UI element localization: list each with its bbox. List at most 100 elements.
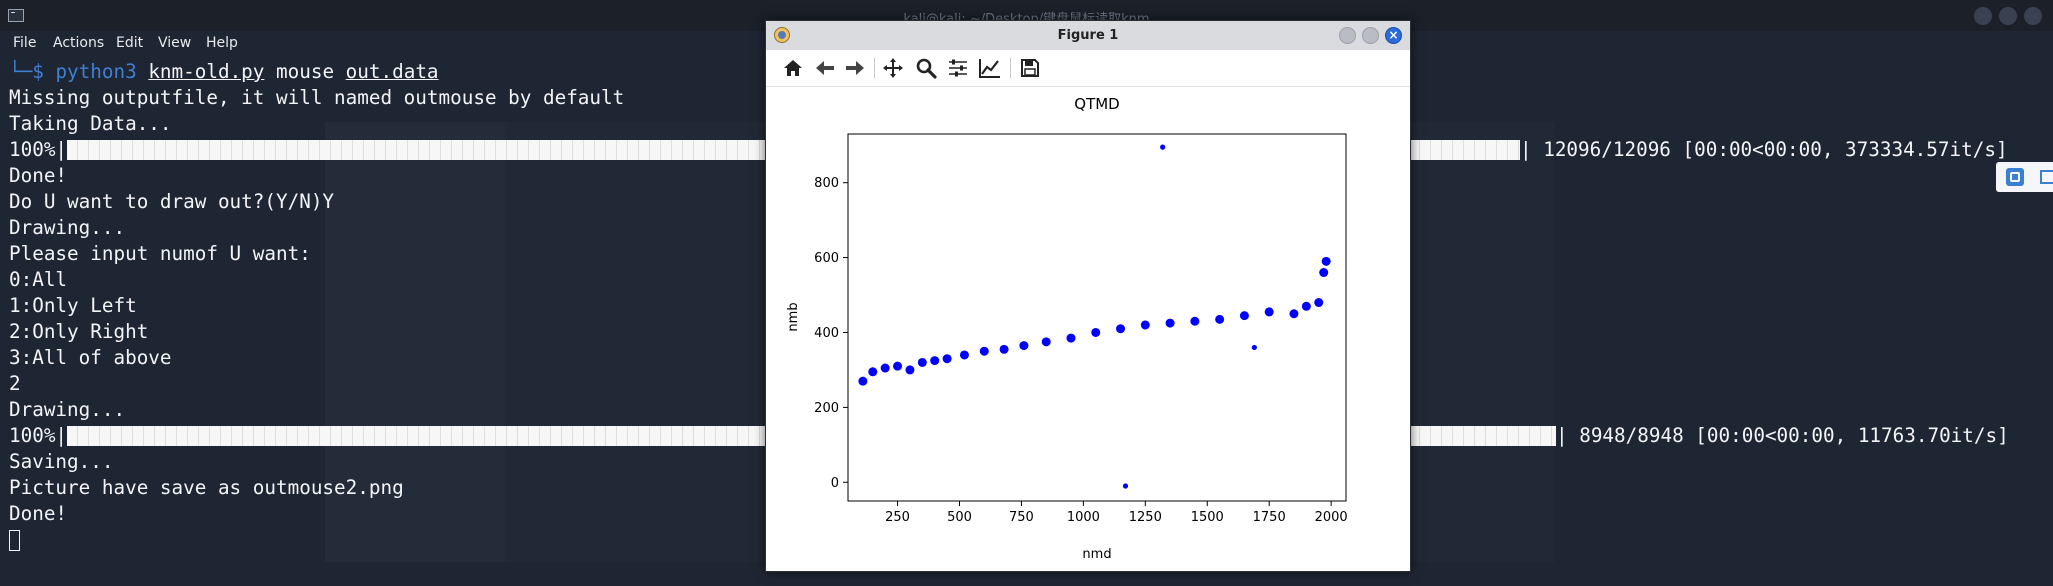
zoom-icon[interactable] [912,55,940,81]
prompt-line: └─$ python3 knm-old.py mouse out.data [9,59,439,85]
data-point [1314,298,1324,308]
edit-axis-icon[interactable] [976,55,1004,81]
x-axis-label: nmd [1082,547,1111,562]
data-point [1091,327,1101,337]
output-line: Done! [9,164,68,187]
figure-toolbar [766,50,1410,87]
y-tick-label: 400 [814,326,839,341]
data-point [1140,320,1150,330]
terminal-cursor [9,530,20,551]
output-line: Saving... [9,450,114,473]
figure-title: Figure 1 [1057,28,1119,43]
data-point [1321,256,1331,266]
output-line: 3:All of above [9,346,172,369]
data-point [1041,337,1051,347]
data-point [1160,144,1166,150]
y-axis-label: nmb [786,302,801,331]
data-point [1165,318,1175,328]
data-point [858,376,868,386]
progress-2-stats: | 8948/8948 [00:00<00:00, 11763.70it/s] [1556,424,2009,447]
toolbar-separator [874,58,875,78]
command-file: out.data [345,60,439,83]
save-icon[interactable] [1016,55,1044,81]
x-tick-label: 1750 [1253,510,1286,525]
menu-edit[interactable]: Edit [116,35,144,51]
command-arg: mouse [276,60,335,83]
menu-actions[interactable]: Actions [53,35,105,51]
plot-axes-frame [847,133,1347,502]
data-point [1289,309,1299,319]
output-line: Missing outputfile, it will named outmou… [9,86,625,109]
side-panel-widget[interactable] [1996,162,2053,192]
data-point [1190,316,1200,326]
data-point [1116,324,1126,334]
data-point [868,367,878,377]
data-point [1019,341,1029,351]
output-line: 100%| [9,138,68,161]
command-program: python3 [55,60,137,83]
scatter-plot: QTMD 250 500 750 1000 1250 1500 1750 2000 0 200 40… [786,95,1348,562]
menu-file[interactable]: File [13,35,37,51]
x-tick-label: 1000 [1067,510,1100,525]
output-line: 0:All [9,268,68,291]
figure-maximize-button[interactable] [1362,27,1379,44]
close-button[interactable] [2024,7,2042,25]
forward-arrow-icon[interactable] [841,55,869,81]
output-line: Do U want to draw out?(Y/N)Y [9,190,335,213]
command-script: knm-old.py [148,60,265,83]
matplotlib-logo-icon [774,27,790,43]
output-line: 2:Only Right [9,320,149,343]
output-line: Taking Data... [9,112,172,135]
back-arrow-icon[interactable] [811,55,839,81]
progress-1-stats: | 12096/12096 [00:00<00:00, 373334.57it/… [1520,138,2008,161]
chart-title: QTMD [1074,95,1119,113]
data-point [1066,333,1076,343]
data-point [1264,307,1274,317]
home-icon[interactable] [779,55,807,81]
terminal-app-icon [8,9,24,22]
panel-edge-icon[interactable] [2040,170,2053,184]
toolbar-separator [1010,58,1011,78]
minimize-button[interactable] [1974,7,1992,25]
data-point [1239,311,1249,321]
configure-subplots-icon[interactable] [944,55,972,81]
x-tick-label: 1500 [1191,510,1224,525]
data-point [917,357,927,367]
figure-canvas[interactable]: QTMD 250 500 750 1000 1250 1500 1750 2000 0 200 40… [766,87,1410,571]
terminal-titlebar: kali@kali: ~/Desktop/键盘鼠标读取knm [0,0,2053,31]
figure-minimize-button[interactable] [1339,27,1356,44]
prompt-arrow: └─$ [9,60,44,83]
data-point [893,361,903,371]
figure-titlebar[interactable]: Figure 1 × [766,21,1410,50]
data-point [1301,301,1311,311]
output-line: 100%| [9,424,68,447]
figure-window[interactable]: Figure 1 × QTMD [765,20,1411,572]
x-tick-label: 2000 [1315,510,1348,525]
data-point [979,346,989,356]
output-line: Please input numof U want: [9,242,311,265]
x-tick-label: 250 [885,510,910,525]
data-point [1319,268,1329,278]
menu-view[interactable]: View [158,35,192,51]
output-line: 2 [9,372,21,395]
pan-icon[interactable] [879,55,907,81]
data-point [905,365,915,375]
data-point [880,363,890,373]
data-point [1122,483,1129,489]
menu-help[interactable]: Help [206,35,238,51]
data-point [999,344,1009,354]
output-line: Done! [9,502,68,525]
maximize-button[interactable] [1999,7,2017,25]
data-point [942,354,952,364]
data-point [1215,314,1225,324]
y-tick-label: 200 [814,401,839,416]
figure-close-button[interactable]: × [1385,27,1402,44]
data-point [930,356,940,366]
y-tick-label: 0 [831,476,839,491]
screenshot-icon[interactable] [2006,168,2024,186]
x-tick-label: 1250 [1129,510,1162,525]
x-tick-label: 500 [947,510,972,525]
y-tick-label: 800 [814,176,839,191]
data-point [1251,344,1257,351]
output-line: Picture have save as outmouse2.png [9,476,404,499]
